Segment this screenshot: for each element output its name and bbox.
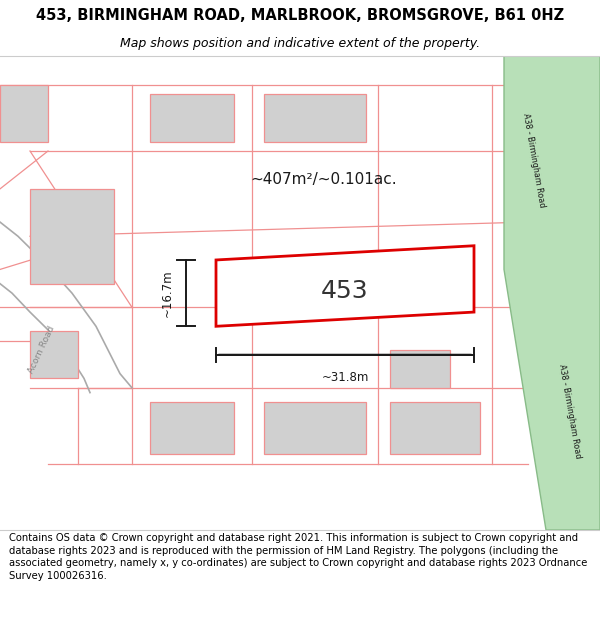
Text: ~16.7m: ~16.7m (161, 269, 174, 317)
Text: A38 - Birmingham Road: A38 - Birmingham Road (521, 112, 547, 208)
Text: A38 - Birmingham Road: A38 - Birmingham Road (557, 364, 583, 459)
Text: ~31.8m: ~31.8m (322, 371, 368, 384)
Text: ~407m²/~0.101ac.: ~407m²/~0.101ac. (251, 172, 397, 187)
Text: Map shows position and indicative extent of the property.: Map shows position and indicative extent… (120, 38, 480, 51)
Text: Contains OS data © Crown copyright and database right 2021. This information is : Contains OS data © Crown copyright and d… (9, 533, 587, 581)
Polygon shape (504, 56, 600, 530)
Bar (390, 402, 480, 454)
Bar (30, 189, 114, 284)
Polygon shape (216, 246, 474, 326)
Text: Acorn Road: Acorn Road (27, 325, 57, 375)
Bar (30, 331, 78, 378)
Bar (0, 84, 48, 141)
Bar (150, 94, 234, 141)
Text: 453: 453 (321, 279, 369, 302)
Bar (390, 350, 450, 388)
Text: 453, BIRMINGHAM ROAD, MARLBROOK, BROMSGROVE, B61 0HZ: 453, BIRMINGHAM ROAD, MARLBROOK, BROMSGR… (36, 8, 564, 23)
Bar (150, 402, 234, 454)
Bar (264, 94, 366, 141)
Bar (264, 402, 366, 454)
